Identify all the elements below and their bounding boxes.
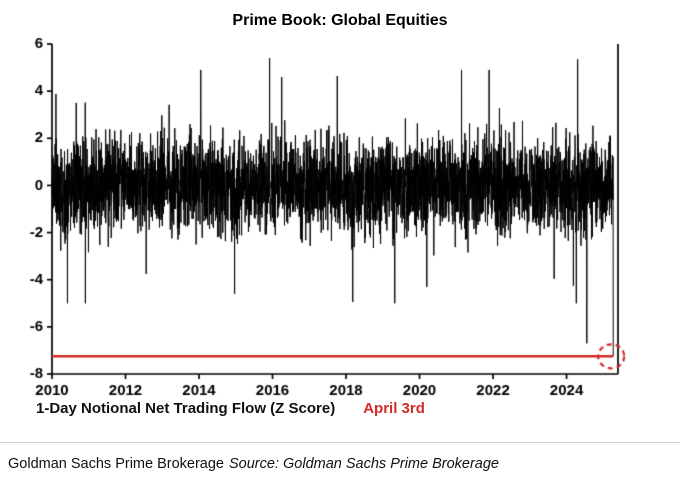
caption-annotation-date: April 3rd [363,400,425,417]
chart-caption-row: 1-Day Notional Net Trading Flow (Z Score… [36,400,425,417]
footer: Goldman Sachs Prime Brokerage Source: Gol… [8,456,499,472]
prime-book-flow-chart [0,34,680,406]
footer-attribution: Goldman Sachs Prime Brokerage [8,456,224,472]
footer-source: Source: Goldman Sachs Prime Brokerage [229,456,499,472]
chart-title: Prime Book: Global Equities [232,12,448,29]
footer-divider [0,442,680,443]
chart-caption: 1-Day Notional Net Trading Flow (Z Score… [36,400,336,417]
